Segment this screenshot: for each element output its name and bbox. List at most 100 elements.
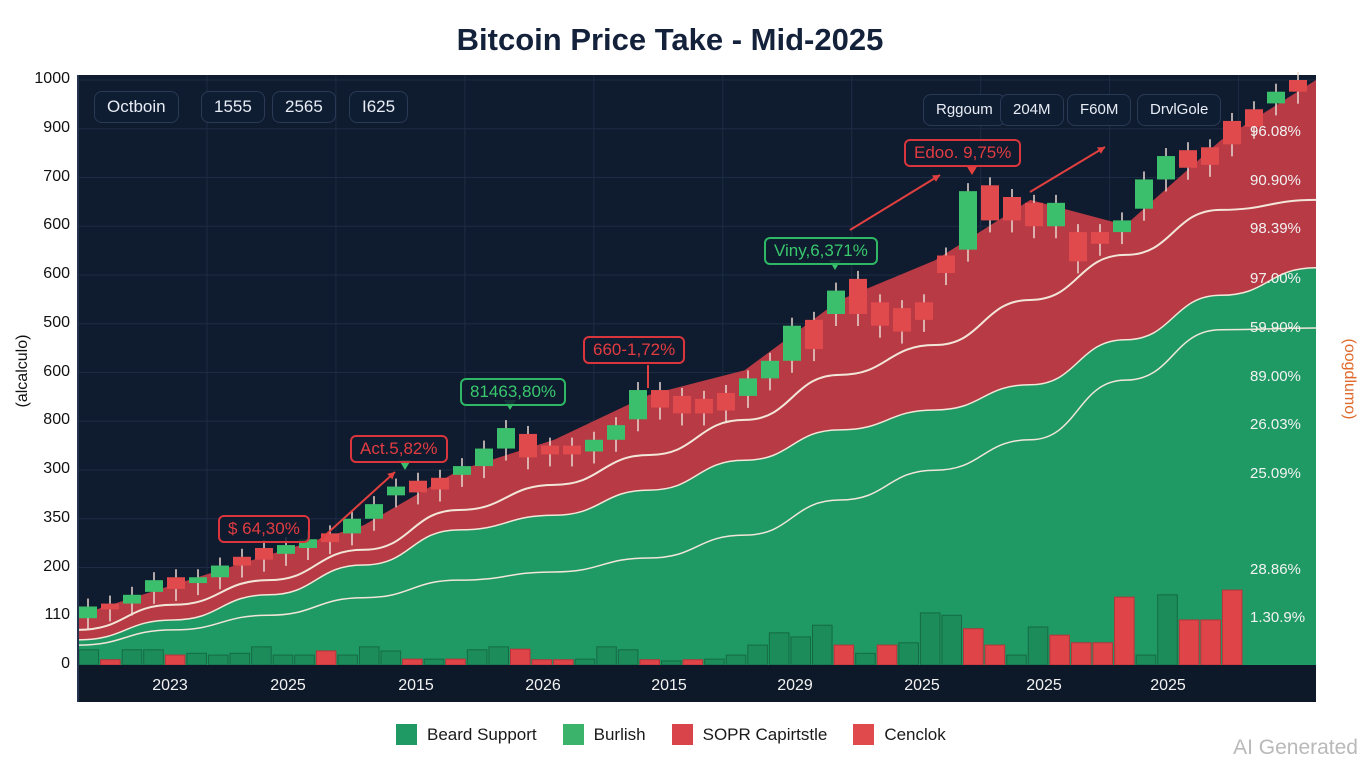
volume-bar xyxy=(704,658,725,666)
right-percent-label: 98.39% xyxy=(1250,220,1301,237)
volume-bar xyxy=(747,644,768,666)
arrow-head-icon xyxy=(1097,147,1105,154)
volume-bar xyxy=(574,658,596,666)
candle-body xyxy=(343,518,361,534)
volume-bar xyxy=(553,659,574,666)
candle-body xyxy=(1179,150,1197,168)
annotation-label: 81463,80% xyxy=(460,378,567,406)
x-tick-label: 2023 xyxy=(152,677,188,694)
candle-body xyxy=(1069,232,1087,262)
candle-body xyxy=(651,390,669,408)
candle-body xyxy=(519,433,537,458)
volume-bar xyxy=(466,649,488,666)
top-pill: 204M xyxy=(1000,94,1064,126)
candle-body xyxy=(299,539,317,548)
volume-bar xyxy=(1049,634,1070,666)
candle-body xyxy=(321,533,339,543)
annotation-label: Act.5,82% xyxy=(350,435,448,463)
candle-body xyxy=(1201,147,1219,165)
top-pill: 1555 xyxy=(201,91,265,123)
legend-swatch xyxy=(671,724,693,745)
top-pill: I625 xyxy=(349,91,409,123)
candle-body xyxy=(607,425,625,440)
top-pill: DrvlGole xyxy=(1137,94,1222,126)
candle-body xyxy=(673,395,691,414)
volume-bar xyxy=(1157,594,1178,666)
volume-bar xyxy=(186,652,207,666)
right-percent-label: 1.30.9% xyxy=(1250,609,1306,626)
volume-bar xyxy=(100,659,121,666)
volume-bar xyxy=(768,632,790,666)
chart-title: Bitcoin Price Take - Mid-2025 xyxy=(456,22,884,57)
x-tick-label: 2015 xyxy=(651,677,687,694)
legend-item: Burlish xyxy=(562,724,646,745)
candle-body xyxy=(563,445,581,455)
volume-bar xyxy=(661,660,682,666)
candle-body xyxy=(277,545,295,554)
legend-item: Cenclok xyxy=(853,724,946,745)
candle-body xyxy=(255,548,273,560)
x-tick-label: 2025 xyxy=(1150,677,1186,694)
y-tick-label: 800 xyxy=(43,411,70,429)
y-tick-label: 600 xyxy=(43,216,70,234)
volume-bar xyxy=(1006,654,1027,666)
legend-label: SOPR Capirtstle xyxy=(702,724,828,744)
candle-body xyxy=(123,594,141,604)
candle-body xyxy=(585,439,603,452)
volume-bar xyxy=(919,612,941,666)
volume-bar xyxy=(78,649,100,666)
candle-body xyxy=(805,319,823,350)
candle-body xyxy=(695,398,713,414)
arrow-head-icon xyxy=(932,175,940,182)
volume-bar xyxy=(531,659,553,666)
volume-bar xyxy=(315,650,337,666)
volume-bar xyxy=(121,649,143,666)
upper-band-line xyxy=(77,198,1317,631)
y-axis-label: (alcalculo) xyxy=(14,334,31,408)
volume-bar xyxy=(229,652,251,666)
right-percent-label: 28.86% xyxy=(1250,561,1301,578)
volume-bar xyxy=(963,628,984,666)
y-tick-label: 700 xyxy=(43,167,70,185)
top-pill: Octboin xyxy=(94,91,179,123)
right-percent-label: 26.03% xyxy=(1250,416,1301,433)
volume-bar xyxy=(941,614,963,666)
volume-bar xyxy=(876,644,898,666)
volume-bar xyxy=(984,644,1006,666)
y-tick-label: 600 xyxy=(43,362,70,380)
x-tick-label: 2015 xyxy=(398,677,434,694)
x-tick-label: 2026 xyxy=(525,677,561,694)
candle-body xyxy=(211,565,229,578)
candle-body xyxy=(871,302,889,326)
volume-bar xyxy=(143,649,164,666)
volume-bar xyxy=(1200,619,1221,666)
candle-body xyxy=(1135,179,1153,209)
y-tick-label: 0 xyxy=(61,655,70,672)
volume-bar xyxy=(725,654,747,666)
volume-bar xyxy=(1221,589,1243,666)
candle-body xyxy=(541,445,559,455)
candle-body xyxy=(739,378,757,396)
top-pill: 2565 xyxy=(272,91,336,123)
x-axis-band xyxy=(78,665,1316,702)
volume-bar xyxy=(164,654,186,666)
volume-bar xyxy=(1135,654,1157,666)
volume-bar xyxy=(294,654,315,666)
volume-bar xyxy=(596,646,617,666)
volume-bar xyxy=(402,658,423,666)
candle-body xyxy=(409,480,427,493)
annotation-arrow xyxy=(319,471,396,541)
volume-bar xyxy=(358,646,380,666)
y-tick-label: 600 xyxy=(43,265,70,282)
right-percent-label: 90.90% xyxy=(1250,172,1301,189)
candle-body xyxy=(783,325,801,361)
candle-body xyxy=(431,477,449,490)
top-pill: F60M xyxy=(1067,94,1132,126)
volume-bar xyxy=(1092,642,1114,666)
arrow-down-icon xyxy=(966,165,978,175)
candle-body xyxy=(145,580,163,592)
volume-bar xyxy=(639,659,660,666)
right-percent-label: 89.00% xyxy=(1250,368,1301,385)
volume-bar xyxy=(1070,642,1092,666)
